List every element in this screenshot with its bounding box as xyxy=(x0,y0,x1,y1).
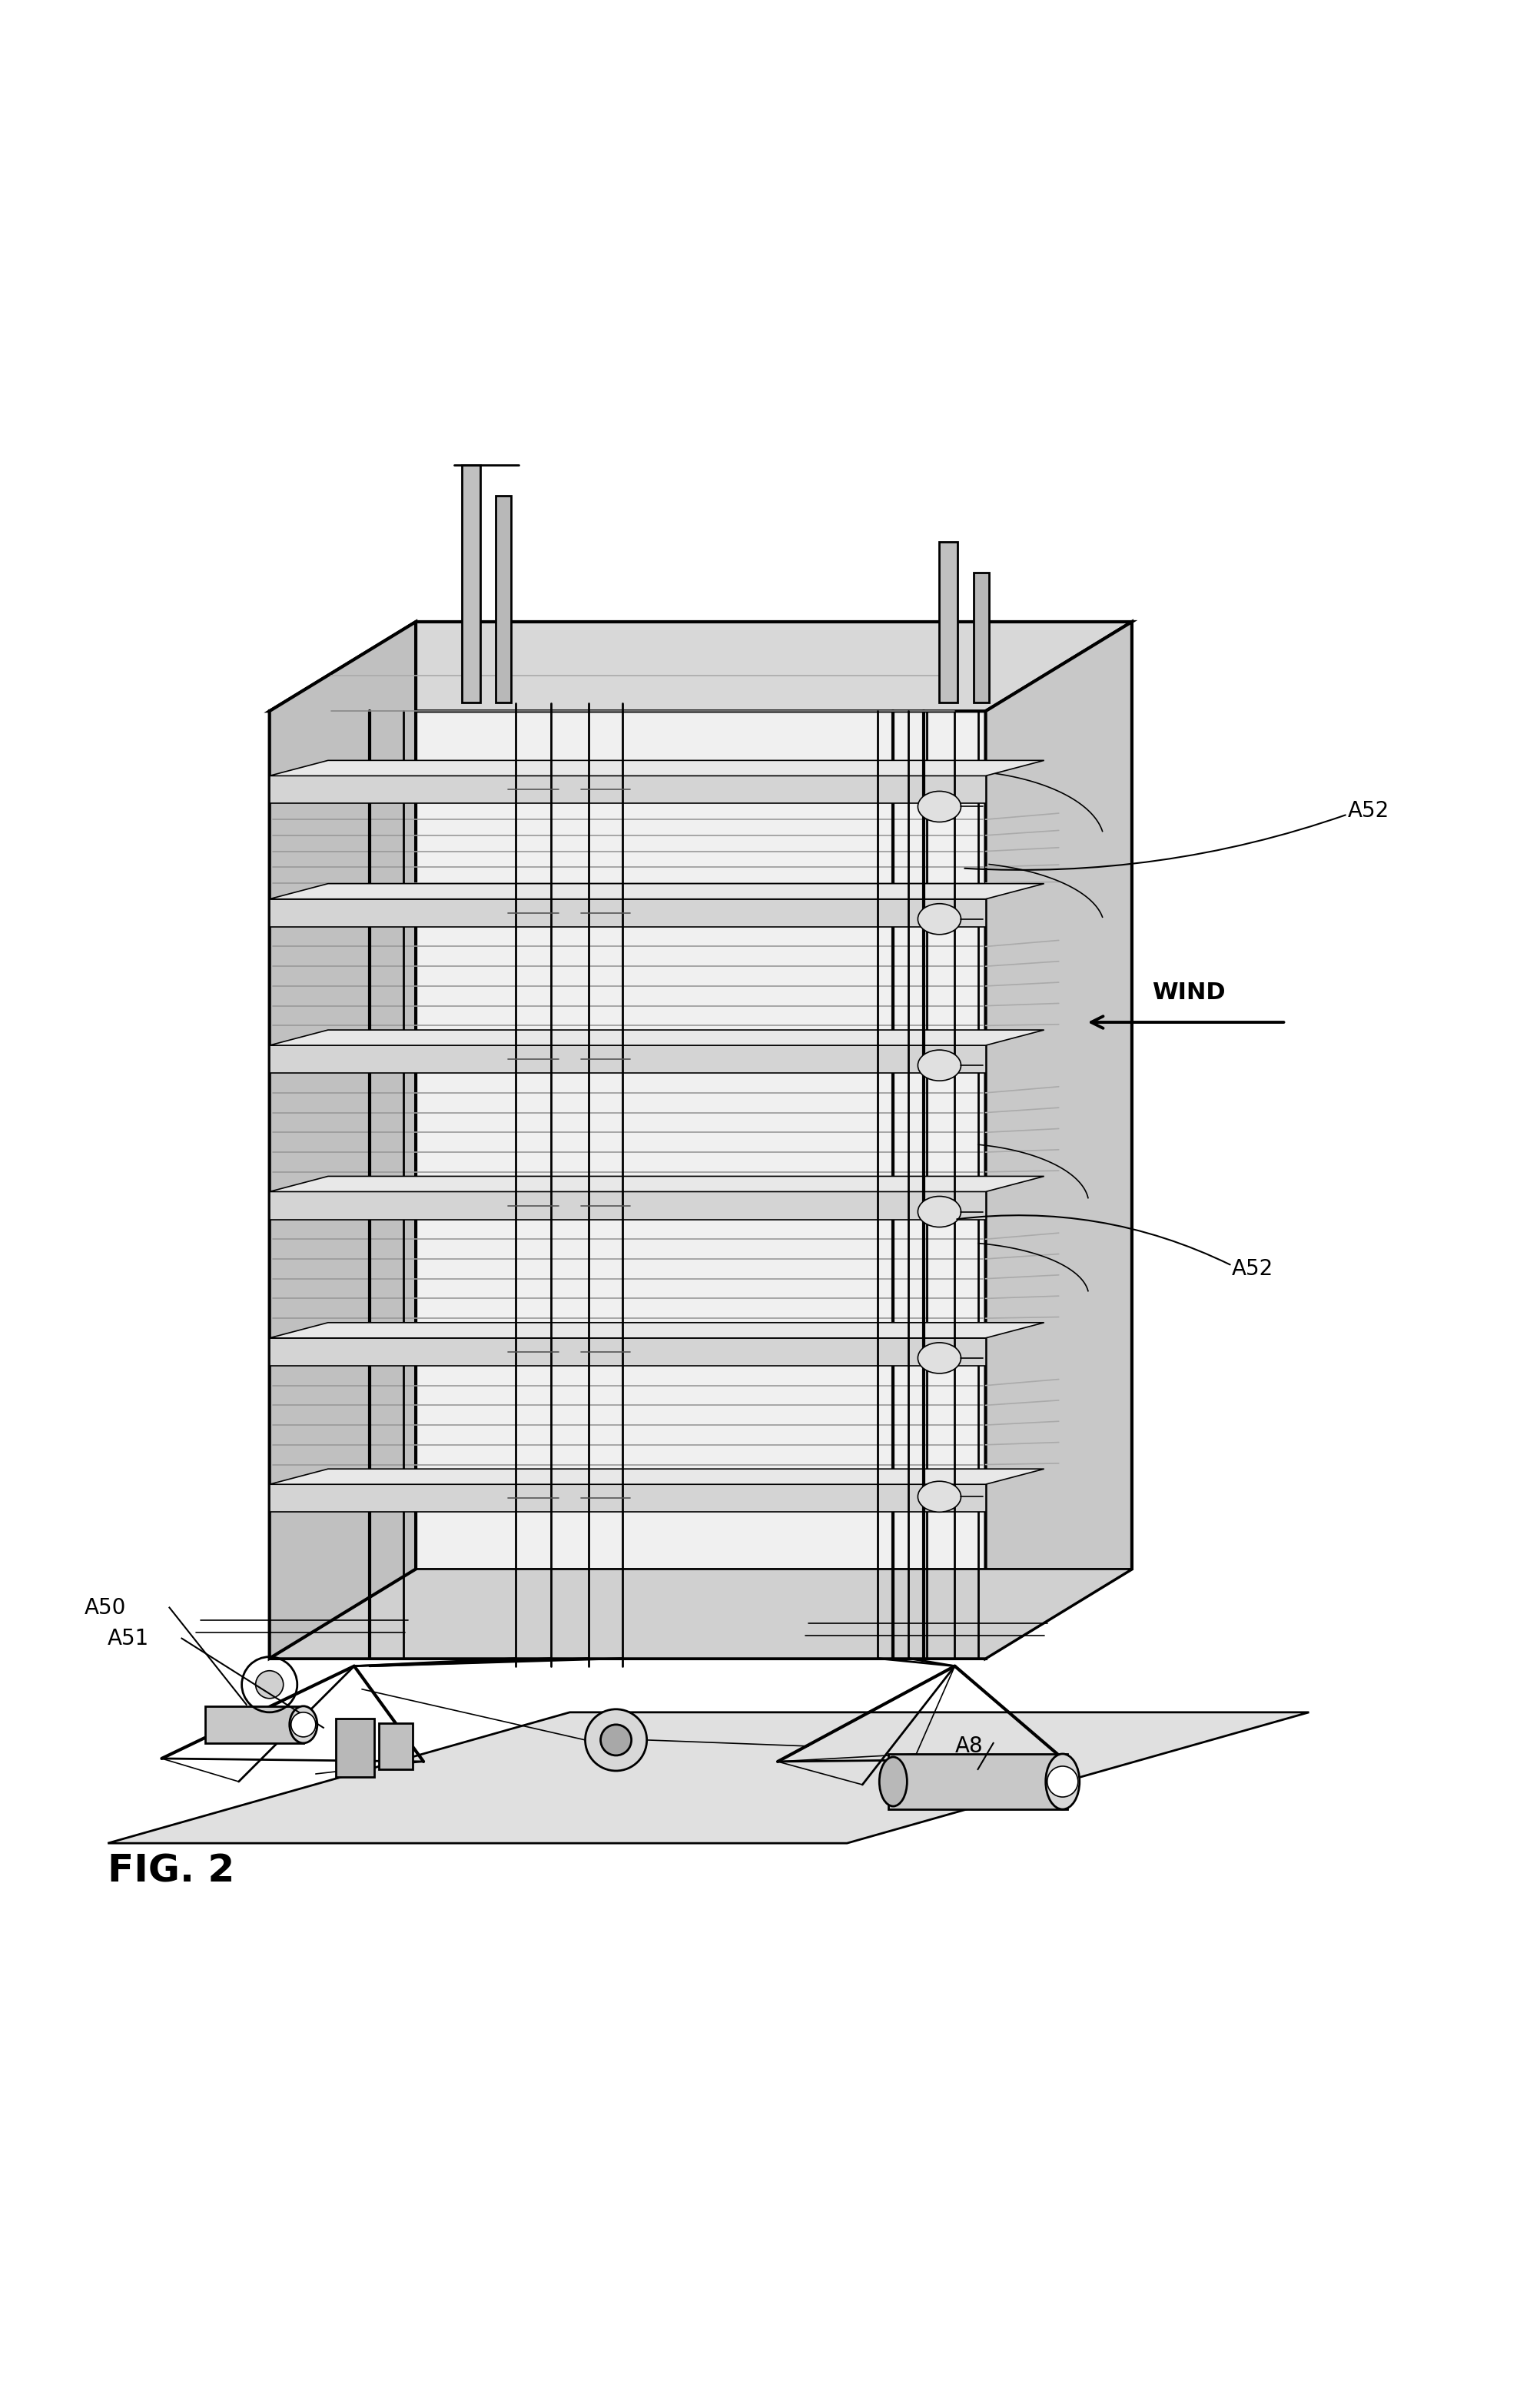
Polygon shape xyxy=(939,542,958,703)
Circle shape xyxy=(585,1710,647,1770)
Polygon shape xyxy=(270,1469,1044,1483)
Polygon shape xyxy=(270,1322,1044,1339)
Ellipse shape xyxy=(879,1758,907,1806)
Polygon shape xyxy=(270,621,416,1659)
Polygon shape xyxy=(270,710,986,1659)
Ellipse shape xyxy=(918,1344,961,1373)
Polygon shape xyxy=(986,621,1132,1659)
Polygon shape xyxy=(270,1339,986,1365)
Text: A50: A50 xyxy=(85,1597,126,1618)
Ellipse shape xyxy=(918,792,961,821)
Polygon shape xyxy=(270,1031,1044,1045)
Polygon shape xyxy=(270,1483,986,1512)
Text: A51: A51 xyxy=(108,1628,149,1649)
Ellipse shape xyxy=(1046,1753,1080,1808)
Text: A52: A52 xyxy=(1232,1257,1274,1279)
Polygon shape xyxy=(270,1570,1132,1659)
Ellipse shape xyxy=(918,1481,961,1512)
Polygon shape xyxy=(270,621,1132,710)
Ellipse shape xyxy=(918,1050,961,1081)
Circle shape xyxy=(601,1724,631,1755)
Text: A52: A52 xyxy=(1348,799,1389,821)
Circle shape xyxy=(1047,1765,1078,1796)
Polygon shape xyxy=(270,1192,986,1218)
Ellipse shape xyxy=(918,903,961,934)
Text: WIND: WIND xyxy=(1152,982,1226,1004)
Polygon shape xyxy=(270,761,1044,775)
Polygon shape xyxy=(462,465,480,703)
Polygon shape xyxy=(379,1724,413,1770)
Polygon shape xyxy=(270,775,986,804)
Polygon shape xyxy=(270,1045,986,1074)
Text: A8: A8 xyxy=(955,1736,983,1758)
Ellipse shape xyxy=(290,1707,317,1743)
Polygon shape xyxy=(270,884,1044,898)
Text: FIG. 2: FIG. 2 xyxy=(108,1852,234,1890)
Polygon shape xyxy=(889,1753,1067,1808)
Polygon shape xyxy=(270,898,986,927)
Polygon shape xyxy=(973,573,989,703)
Polygon shape xyxy=(270,1175,1044,1192)
Polygon shape xyxy=(205,1707,303,1743)
Ellipse shape xyxy=(918,1197,961,1228)
Circle shape xyxy=(291,1712,316,1736)
Polygon shape xyxy=(336,1719,374,1777)
Polygon shape xyxy=(108,1712,1309,1842)
Circle shape xyxy=(256,1671,283,1698)
Polygon shape xyxy=(496,496,511,703)
Polygon shape xyxy=(416,621,1132,1570)
